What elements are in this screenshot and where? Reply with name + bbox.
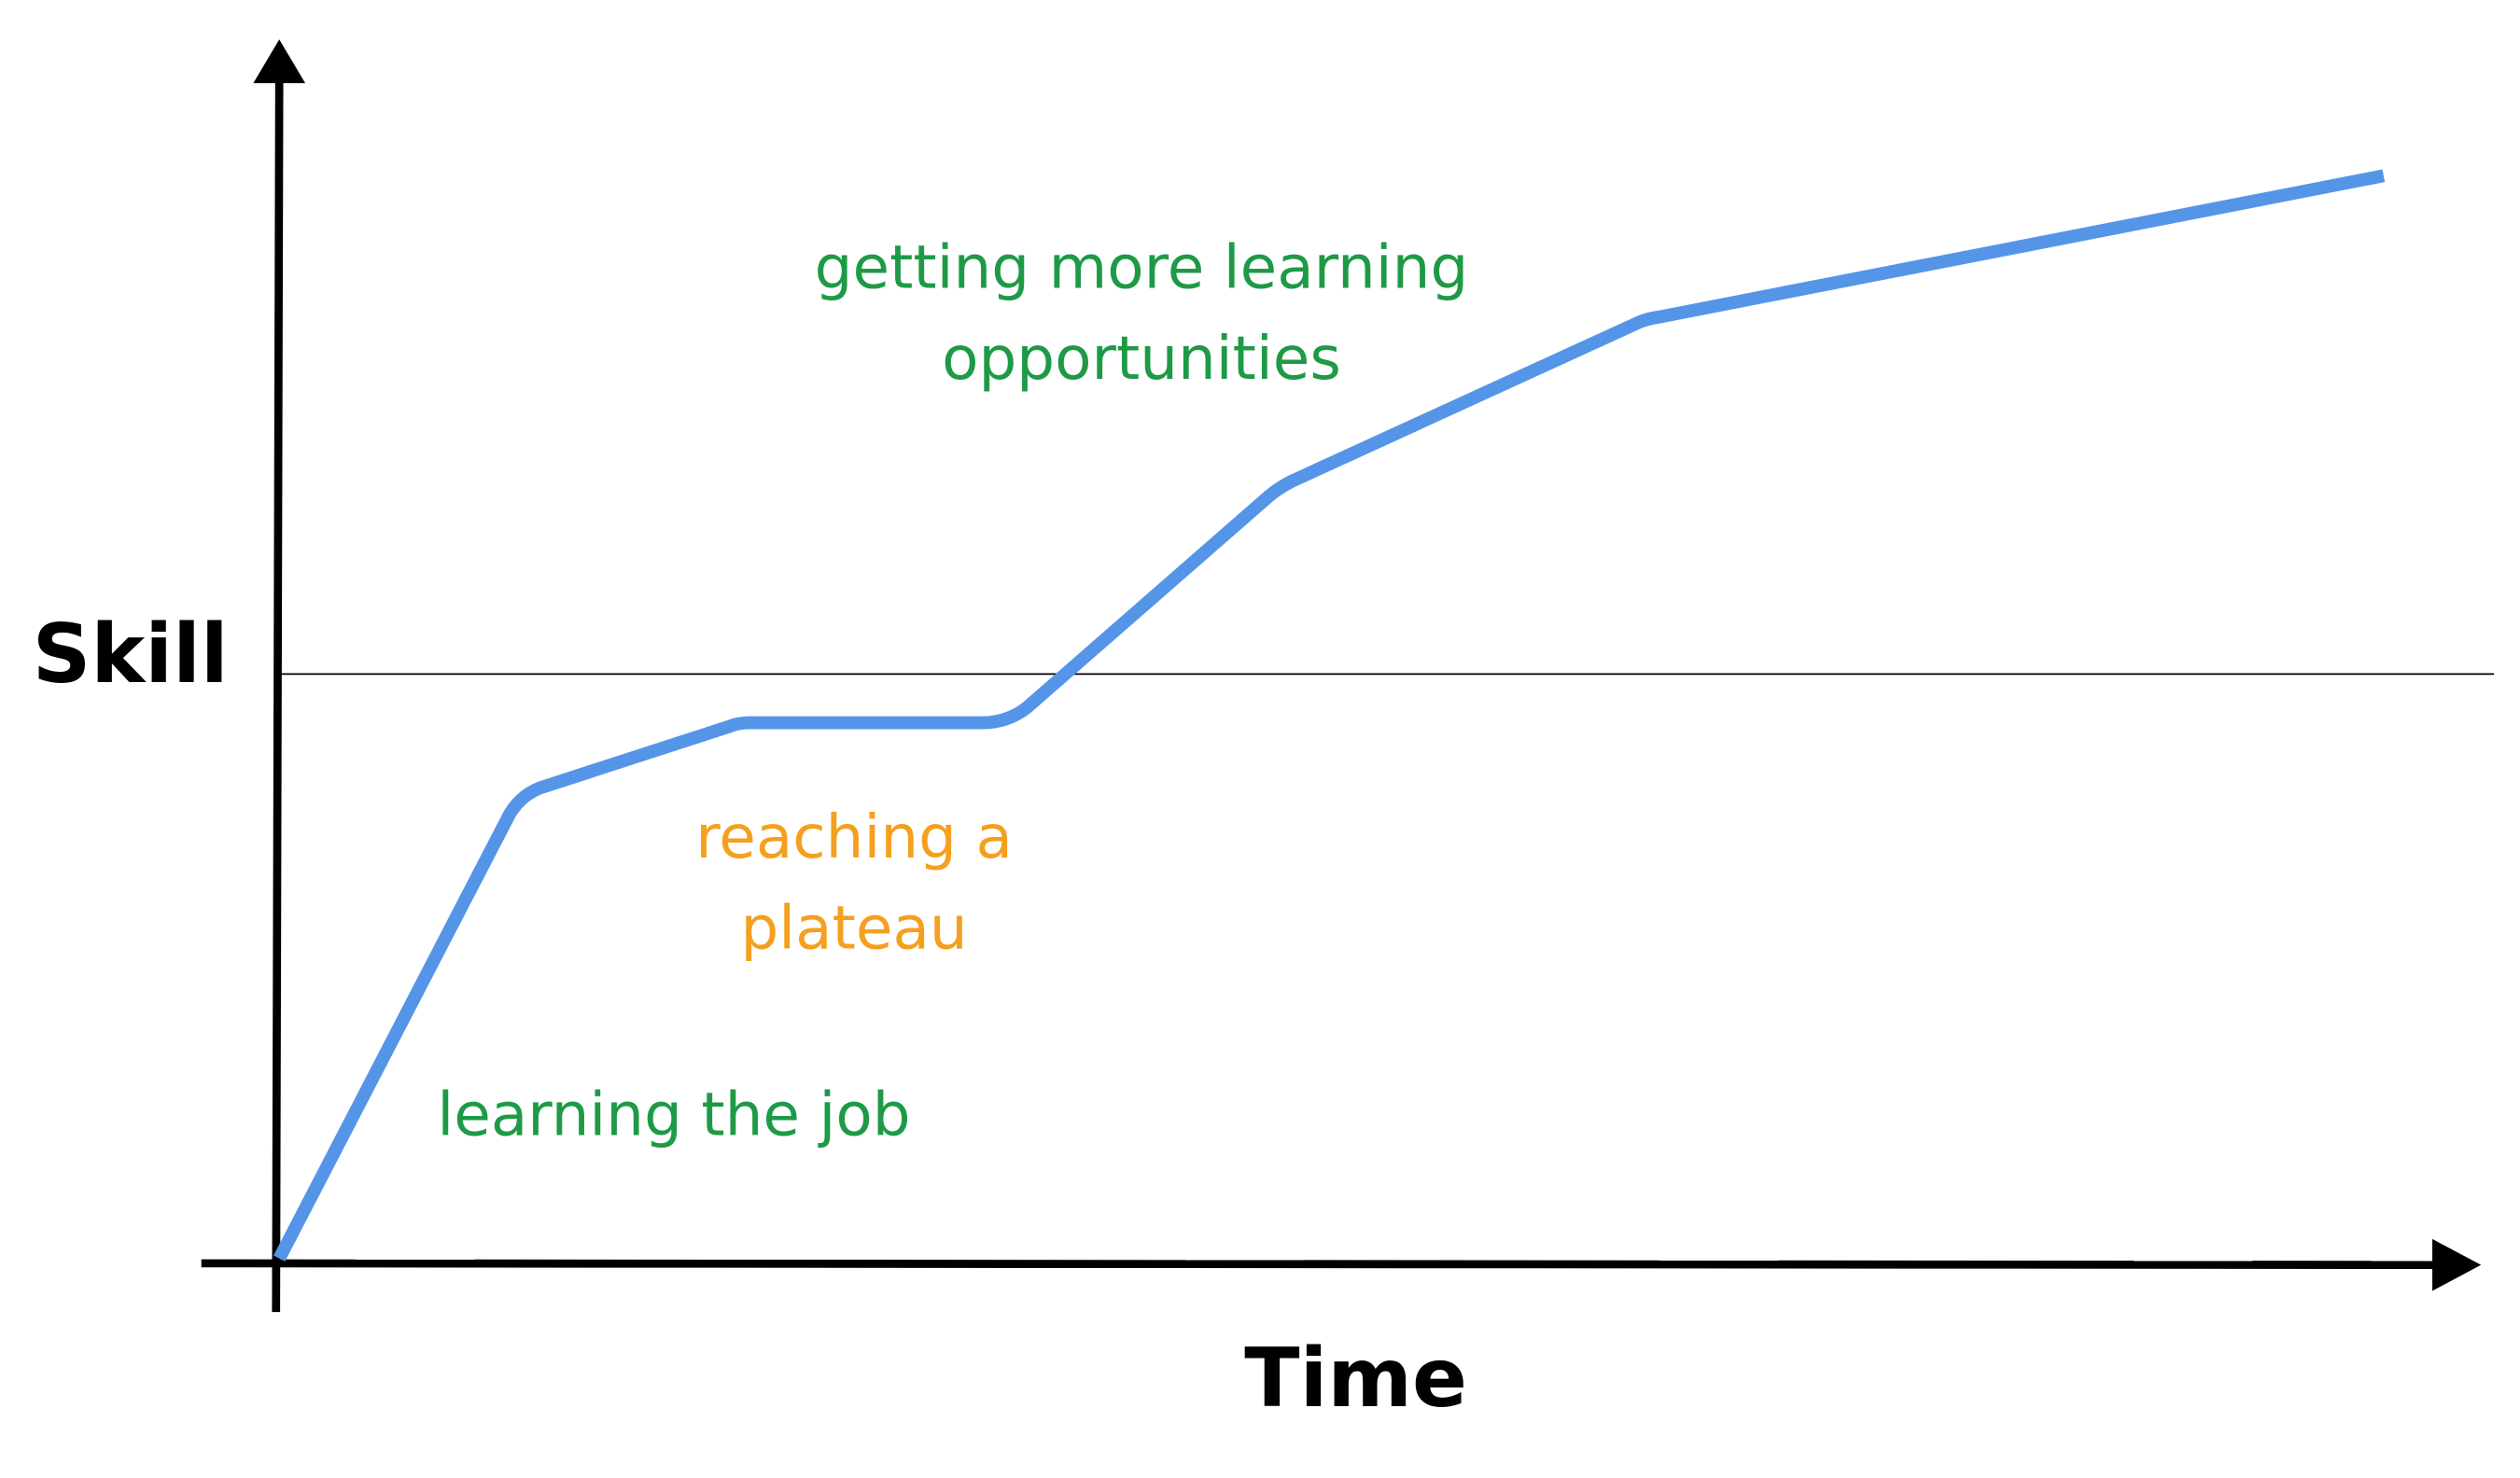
x-axis bbox=[201, 1259, 2444, 1270]
annotation: getting more learning bbox=[815, 232, 1469, 302]
y-axis bbox=[272, 73, 284, 1313]
skill-curve bbox=[273, 169, 2386, 1262]
annotation: plateau bbox=[740, 893, 967, 963]
x-axis-label: Time bbox=[1244, 1331, 1467, 1426]
annotation: reaching a bbox=[695, 802, 1013, 872]
annotation: opportunities bbox=[942, 324, 1341, 394]
x-axis-arrow bbox=[2432, 1238, 2482, 1291]
annotation: learning the job bbox=[437, 1080, 910, 1150]
y-axis-label: Skill bbox=[33, 607, 229, 702]
y-axis-arrow bbox=[253, 39, 306, 84]
